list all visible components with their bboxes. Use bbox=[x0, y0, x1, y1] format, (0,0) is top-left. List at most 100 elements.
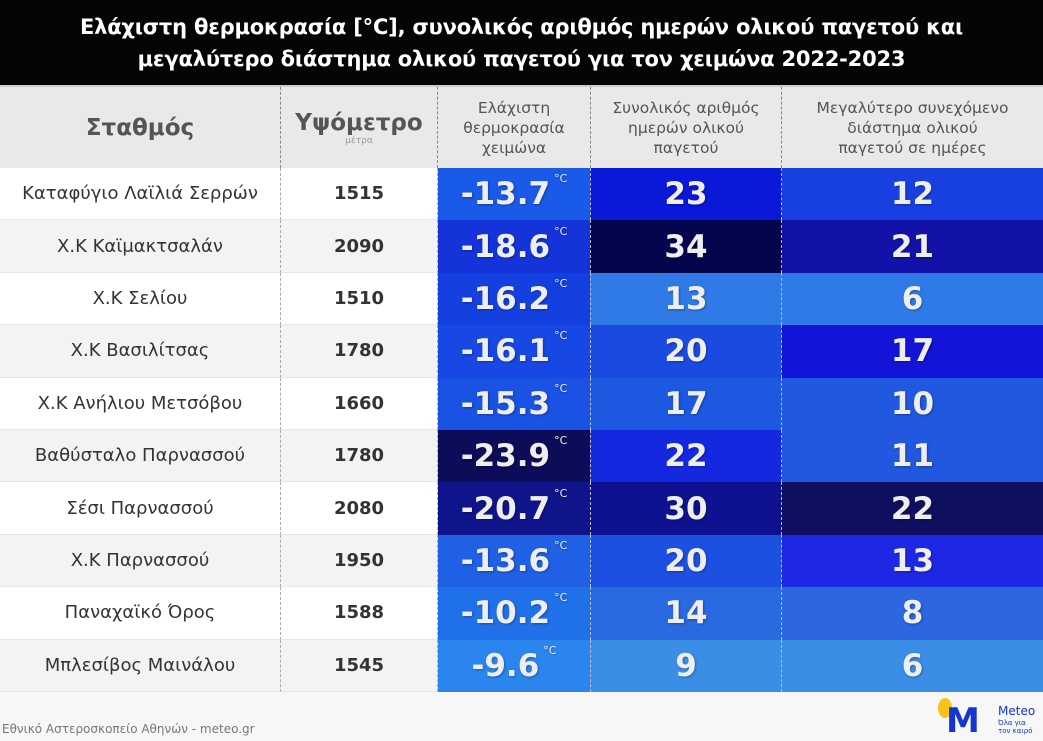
longest-value: 8 bbox=[901, 595, 924, 632]
altitude-value: 2080 bbox=[333, 497, 385, 519]
station-name: Χ.Κ Σελίου bbox=[92, 287, 188, 309]
temp-cell: -13.7 °C bbox=[438, 168, 590, 221]
station-name: Βαθύσταλο Παρνασσού bbox=[34, 445, 246, 467]
longest-value: 13 bbox=[890, 542, 935, 579]
station-cell: Βαθύσταλο Παρνασσού bbox=[0, 429, 280, 483]
altitude-value: 1588 bbox=[333, 602, 385, 624]
degree-unit: °C bbox=[554, 224, 568, 238]
table-row: Χ.Κ Ανήλιου Μετσόβου 1660 -15.3 °C 17 10 bbox=[0, 377, 1043, 430]
header-altitude-label: Υψόμετρο bbox=[295, 109, 423, 136]
station-name: Καταφύγιο Λαϊλιά Σερρών bbox=[22, 183, 258, 205]
logo-tagline: Όλα για τον καιρό bbox=[998, 719, 1033, 735]
temp-value: -16.2 °C bbox=[461, 277, 568, 317]
altitude-cell: 1515 bbox=[280, 168, 438, 221]
header-station-label: Σταθμός bbox=[85, 114, 195, 141]
temp-value: -20.7 °C bbox=[461, 487, 568, 527]
days-value: 23 bbox=[664, 176, 708, 213]
temp-number: -15.3 bbox=[460, 385, 551, 422]
station-cell: Χ.Κ Παρνασσού bbox=[0, 534, 280, 588]
days-value: 22 bbox=[664, 438, 708, 475]
temp-cell: -20.7 °C bbox=[438, 482, 590, 535]
altitude-value: 1780 bbox=[333, 445, 385, 467]
days-value: 17 bbox=[664, 385, 708, 422]
days-value: 13 bbox=[664, 280, 708, 317]
header-station: Σταθμός bbox=[0, 87, 280, 168]
days-value: 9 bbox=[675, 647, 697, 684]
degree-unit: °C bbox=[554, 486, 568, 500]
longest-cell: 8 bbox=[782, 587, 1043, 640]
days-cell: 14 bbox=[590, 587, 782, 640]
altitude-value: 1660 bbox=[333, 392, 385, 414]
altitude-cell: 1780 bbox=[280, 325, 438, 378]
degree-unit: °C bbox=[554, 329, 568, 343]
temp-cell: -13.6 °C bbox=[438, 534, 590, 588]
longest-value: 10 bbox=[890, 385, 935, 422]
header-longest: Μεγαλύτερο συνεχόμενο διάστημα ολικού πα… bbox=[782, 87, 1043, 168]
station-cell: Σέσι Παρνασσού bbox=[0, 482, 280, 535]
longest-cell: 12 bbox=[782, 168, 1043, 221]
longest-cell: 17 bbox=[782, 325, 1043, 378]
temp-cell: -16.1 °C bbox=[438, 325, 590, 378]
station-name: Σέσι Παρνασσού bbox=[66, 497, 214, 519]
altitude-value: 1780 bbox=[333, 340, 385, 362]
station-name: Μπλεσίβος Μαινάλου bbox=[44, 654, 236, 676]
header-altitude: Υψόμετρο μέτρα bbox=[280, 87, 438, 168]
header-longest-line: Μεγαλύτερο συνεχόμενο bbox=[816, 98, 1009, 117]
temp-cell: -16.2 °C bbox=[438, 272, 590, 326]
temp-value: -23.9 °C bbox=[461, 434, 568, 474]
temp-value: -18.6 °C bbox=[460, 225, 568, 265]
temp-cell: -18.6 °C bbox=[438, 220, 590, 273]
table-row: Μπλεσίβος Μαινάλου 1545 -9.6 °C 9 6 bbox=[0, 639, 1043, 692]
longest-cell: 11 bbox=[782, 429, 1043, 483]
infographic-title: Ελάχιστη θερμοκρασία [°C], συνολικός αρι… bbox=[0, 0, 1043, 85]
station-cell: Χ.Κ Ανήλιου Μετσόβου bbox=[0, 377, 280, 430]
temp-number: -13.7 bbox=[460, 176, 551, 213]
logo-name: Meteo bbox=[998, 704, 1036, 718]
temp-number: -10.2 bbox=[460, 595, 551, 632]
table-header: Σταθμός Υψόμετρο μέτρα Ελάχιστη θερμοκρα… bbox=[0, 85, 1043, 168]
sun-icon bbox=[938, 698, 952, 718]
temp-cell: -15.3 °C bbox=[438, 377, 590, 430]
days-value: 14 bbox=[664, 595, 708, 632]
table-row: Χ.Κ Παρνασσού 1950 -13.6 °C 20 13 bbox=[0, 534, 1043, 588]
degree-unit: °C bbox=[554, 381, 568, 395]
station-cell: Χ.Κ Καϊμακτσαλάν bbox=[0, 220, 280, 273]
altitude-cell: 1780 bbox=[280, 429, 438, 483]
header-longest-line: παγετού σε ημέρες bbox=[838, 138, 987, 157]
title-line-2: μεγαλύτερο διάστημα ολικού παγετού για τ… bbox=[137, 47, 906, 71]
station-name: Παναχαϊκό Όρος bbox=[64, 602, 216, 624]
days-cell: 9 bbox=[590, 639, 782, 692]
header-days: Συνολικός αριθμός ημερών ολικού παγετού bbox=[590, 87, 782, 168]
days-value: 30 bbox=[664, 490, 708, 527]
logo-mark: M bbox=[946, 701, 980, 741]
longest-cell: 21 bbox=[782, 220, 1043, 273]
altitude-cell: 1545 bbox=[280, 639, 438, 692]
altitude-value: 1510 bbox=[333, 287, 385, 309]
days-cell: 13 bbox=[590, 272, 782, 326]
station-name: Χ.Κ Ανήλιου Μετσόβου bbox=[37, 392, 243, 414]
temp-cell: -9.6 °C bbox=[438, 639, 590, 692]
station-name: Χ.Κ Βασιλίτσας bbox=[70, 340, 210, 362]
altitude-cell: 1950 bbox=[280, 534, 438, 588]
longest-cell: 22 bbox=[782, 482, 1043, 535]
altitude-cell: 1588 bbox=[280, 587, 438, 640]
temp-number: -9.6 bbox=[471, 647, 540, 684]
table-row: Χ.Κ Καϊμακτσαλάν 2090 -18.6 °C 34 21 bbox=[0, 220, 1043, 273]
days-cell: 22 bbox=[590, 429, 782, 483]
degree-unit: °C bbox=[554, 172, 568, 186]
station-cell: Μπλεσίβος Μαινάλου bbox=[0, 639, 280, 692]
degree-unit: °C bbox=[554, 538, 568, 552]
table-row: Παναχαϊκό Όρος 1588 -10.2 °C 14 8 bbox=[0, 587, 1043, 640]
longest-cell: 6 bbox=[782, 639, 1043, 692]
longest-value: 21 bbox=[890, 228, 935, 265]
longest-value: 12 bbox=[890, 176, 935, 213]
degree-unit: °C bbox=[543, 643, 557, 657]
days-cell: 20 bbox=[590, 325, 782, 378]
temp-number: -16.1 bbox=[460, 333, 551, 370]
longest-value: 17 bbox=[890, 333, 935, 370]
days-value: 20 bbox=[664, 542, 708, 579]
table-body: Καταφύγιο Λαϊλιά Σερρών 1515 -13.7 °C 23 … bbox=[0, 168, 1043, 692]
header-longest-line: διάστημα ολικού bbox=[847, 118, 978, 137]
altitude-cell: 1510 bbox=[280, 272, 438, 326]
temp-number: -18.6 bbox=[460, 228, 551, 265]
